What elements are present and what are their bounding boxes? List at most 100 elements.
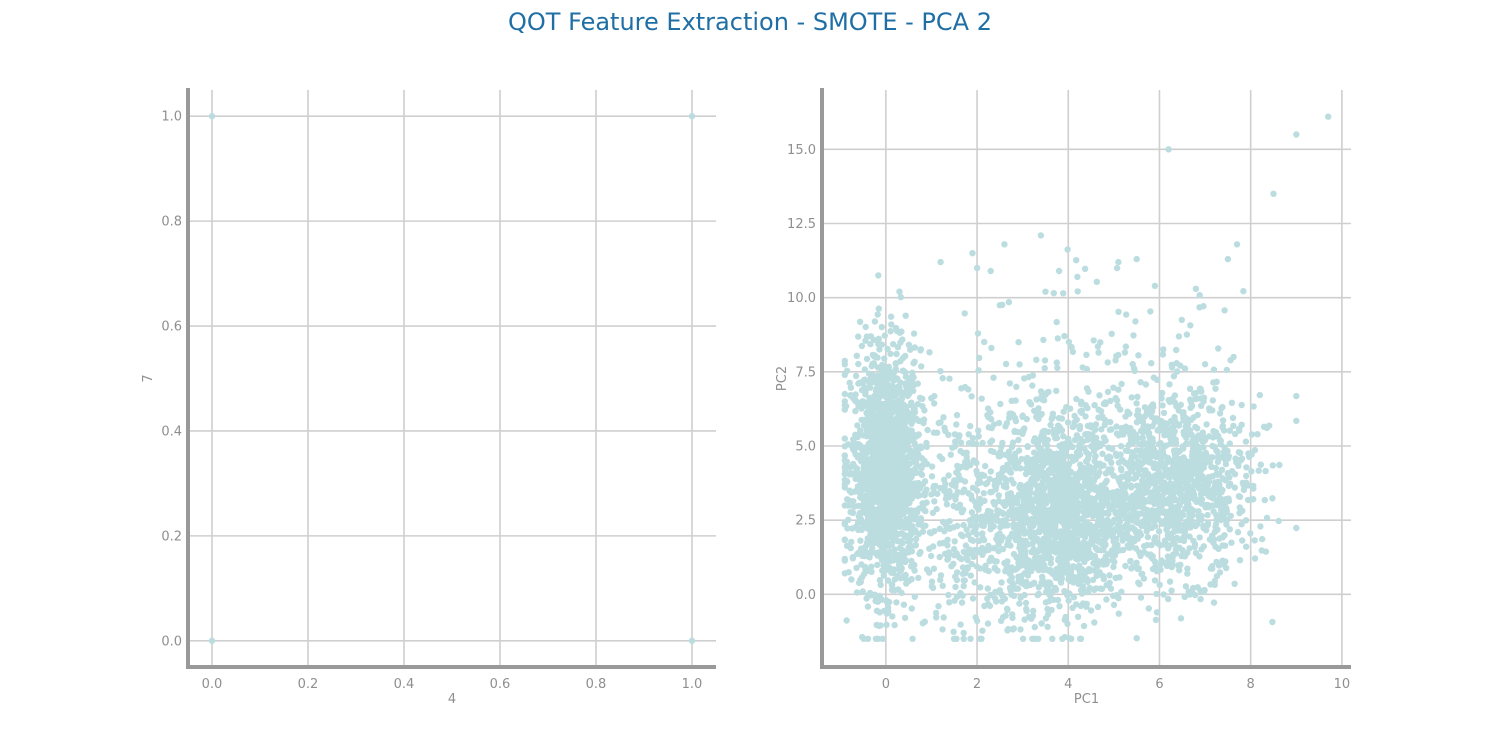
scatter-point: [1064, 505, 1072, 513]
scatter-point: [1031, 509, 1039, 516]
scatter-point: [1210, 366, 1218, 373]
scatter-point: [1105, 510, 1112, 518]
scatter-point: [965, 531, 972, 539]
scatter-point: [901, 574, 908, 582]
scatter-point: [1166, 474, 1173, 481]
scatter-point: [1045, 551, 1052, 559]
scatter-point: [841, 361, 848, 368]
scatter-point: [1050, 515, 1057, 522]
scatter-point: [931, 400, 938, 407]
scatter-point: [1168, 587, 1175, 594]
scatter-point: [995, 492, 1002, 499]
scatter-point: [1129, 563, 1137, 570]
scatter-point: [889, 613, 896, 620]
scatter-point: [1039, 576, 1046, 583]
scatter-point: [1031, 623, 1039, 631]
scatter-point: [1019, 537, 1027, 544]
scatter-point: [1118, 588, 1125, 595]
scatter-point: [1061, 520, 1068, 528]
scatter-point: [841, 452, 848, 460]
scatter-point: [1107, 418, 1114, 426]
scatter-point: [975, 427, 982, 434]
scatter-point: [950, 635, 958, 642]
scatter-point: [1079, 553, 1086, 560]
scatter-point: [937, 484, 944, 492]
scatter-point: [1008, 476, 1015, 483]
scatter-point: [863, 355, 871, 363]
scatter-point: [856, 518, 863, 526]
scatter-point: [1239, 507, 1246, 514]
scatter-point: [1068, 635, 1075, 642]
scatter-point: [1090, 337, 1097, 344]
scatter-point: [910, 330, 918, 337]
scatter-point: [1219, 557, 1226, 564]
scatter-point: [892, 376, 899, 383]
scatter-point: [1062, 450, 1069, 457]
scatter-point: [1108, 459, 1115, 466]
scatter-point: [883, 599, 891, 606]
x-tick-label: 6: [1155, 677, 1163, 692]
scatter-point: [1122, 343, 1130, 350]
scatter-point: [911, 593, 918, 600]
scatter-point: [862, 323, 869, 331]
scatter-point: [1248, 451, 1255, 458]
scatter-point: [1293, 417, 1300, 424]
scatter-point: [1008, 397, 1015, 404]
scatter-point: [1099, 502, 1107, 510]
scatter-point: [1054, 483, 1062, 490]
scatter-point: [872, 528, 880, 536]
scatter-point: [1043, 588, 1050, 596]
scatter-point: [900, 503, 908, 510]
scatter-point: [1044, 436, 1052, 444]
scatter-point: [1005, 625, 1012, 633]
scatter-point: [857, 576, 864, 583]
scatter-point: [1087, 607, 1095, 614]
scatter-point: [1064, 419, 1072, 426]
scatter-points: [841, 113, 1332, 642]
scatter-point: [1004, 522, 1011, 529]
scatter-point: [884, 345, 891, 353]
scatter-point: [987, 489, 994, 496]
scatter-point: [1026, 457, 1034, 464]
scatter-point: [1100, 546, 1107, 554]
scatter-point: [1062, 476, 1069, 484]
scatter-point: [1008, 443, 1016, 451]
scatter-point: [1182, 583, 1190, 590]
scatter-point: [991, 513, 998, 520]
scatter-point: [937, 572, 945, 579]
scatter-point: [1221, 532, 1228, 539]
scatter-point: [1151, 536, 1158, 543]
scatter-point: [1024, 443, 1031, 451]
scatter-point: [923, 443, 930, 450]
scatter-point: [879, 361, 886, 369]
scatter-point: [880, 572, 887, 579]
scatter-point: [965, 440, 973, 447]
scatter-point: [975, 367, 982, 374]
scatter-point: [977, 479, 984, 486]
scatter-point: [1027, 523, 1034, 531]
scatter-point: [1132, 492, 1140, 499]
y-tick-label: 2.5: [795, 514, 816, 529]
scatter-point: [1118, 380, 1125, 388]
scatter-point: [955, 433, 963, 440]
scatter-point: [878, 388, 885, 395]
y-tick-label: 0.0: [161, 634, 182, 649]
scatter-point: [1137, 427, 1145, 435]
scatter-point: [885, 542, 893, 549]
scatter-point: [1007, 492, 1014, 499]
scatter-point: [1108, 330, 1115, 337]
scatter-point: [1293, 131, 1300, 138]
scatter-point: [1064, 444, 1071, 451]
scatter-point: [1008, 530, 1016, 537]
scatter-point: [1226, 427, 1234, 434]
scatter-point: [859, 504, 867, 512]
scatter-point: [1148, 360, 1155, 367]
scatter-point: [958, 599, 966, 606]
scatter-point: [1155, 461, 1163, 468]
scatter-point: [967, 635, 974, 642]
scatter-point: [965, 490, 972, 497]
scatter-point: [917, 443, 924, 450]
scatter-point: [995, 541, 1002, 548]
scatter-point: [1200, 303, 1207, 310]
scatter-point: [877, 433, 884, 440]
